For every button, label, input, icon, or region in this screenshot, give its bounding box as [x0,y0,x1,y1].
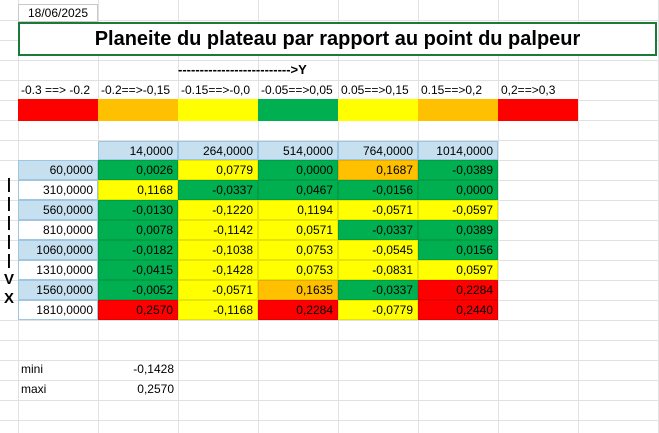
flatness-value-cell[interactable]: 0,2284 [418,280,498,300]
flatness-value-cell[interactable]: 0,0571 [258,220,338,240]
gridline-horizontal [0,360,659,361]
flatness-value-cell[interactable]: -0,1038 [178,240,258,260]
flatness-value-cell[interactable]: 0,0000 [418,180,498,200]
flatness-value-cell[interactable]: -0,0597 [418,200,498,220]
flatness-value-cell[interactable]: -0,0337 [338,220,418,240]
maxi-label[interactable]: maxi [21,382,47,396]
row-header-x[interactable]: 810,0000 [18,220,98,240]
legend-range-label[interactable]: 0,2==>0,3 [501,82,556,97]
flatness-value-cell[interactable]: -0,0415 [98,260,178,280]
x-axis-arrow-glyph: | [6,251,12,269]
mini-label[interactable]: mini [21,362,44,376]
sheet-title[interactable]: Planeite du plateau par rapport au point… [18,22,657,56]
row-header-x[interactable]: 1560,0000 [18,280,98,300]
column-header-y[interactable]: 514,0000 [258,141,338,160]
mini-value[interactable]: -0,1428 [133,362,174,376]
flatness-value-cell[interactable]: -0,0182 [98,240,178,260]
flatness-value-cell[interactable]: 0,1635 [258,280,338,300]
maxi-value[interactable]: 0,2570 [137,382,174,396]
date-cell[interactable]: 18/06/2025 [18,4,98,22]
flatness-value-cell[interactable]: 0,2570 [98,300,178,320]
flatness-value-cell[interactable]: -0,1220 [178,200,258,220]
legend-color-swatch[interactable] [18,99,98,121]
legend-color-swatch[interactable] [98,99,178,121]
flatness-value-cell[interactable]: -0,0337 [178,180,258,200]
flatness-value-cell[interactable]: -0,0130 [98,200,178,220]
flatness-value-cell[interactable]: -0,1428 [178,260,258,280]
gridline-vertical [578,0,579,433]
flatness-value-cell[interactable]: -0,0545 [338,240,418,260]
y-axis-label[interactable]: -------------------------->Y [178,61,307,77]
row-header-x[interactable]: 1310,0000 [18,260,98,280]
flatness-value-cell[interactable]: 0,1687 [338,160,418,180]
column-header-y[interactable]: 264,0000 [178,141,258,160]
legend-color-swatch[interactable] [178,99,258,121]
legend-range-label[interactable]: -0.05==>0,05 [261,82,333,97]
x-axis-arrow-glyph: X [3,289,14,307]
flatness-value-cell[interactable]: 0,2440 [418,300,498,320]
flatness-value-cell[interactable]: 0,0000 [258,160,338,180]
gridline-vertical [498,0,499,433]
column-header-y[interactable]: 1014,0000 [418,141,498,160]
legend-color-swatch[interactable] [498,99,578,121]
flatness-value-cell[interactable]: 0,1168 [98,180,178,200]
flatness-value-cell[interactable]: 0,0753 [258,240,338,260]
row-header-x[interactable]: 60,0000 [18,160,98,180]
gridline-horizontal [0,380,659,381]
flatness-value-cell[interactable]: 0,1194 [258,200,338,220]
x-axis-arrow-glyph: | [6,194,12,212]
flatness-value-cell[interactable]: 0,0026 [98,160,178,180]
flatness-value-cell[interactable]: 0,0779 [178,160,258,180]
flatness-value-cell[interactable]: -0,0779 [338,300,418,320]
legend-color-swatch[interactable] [418,99,498,121]
flatness-value-cell[interactable]: -0,0571 [338,200,418,220]
legend-color-swatch[interactable] [338,99,418,121]
legend-range-label[interactable]: -0.15==>-0,0 [181,82,251,97]
flatness-value-cell[interactable]: 0,0753 [258,260,338,280]
flatness-value-cell[interactable]: 0,0078 [98,220,178,240]
x-axis-arrow-glyph: V [3,270,14,288]
row-header-x[interactable]: 310,0000 [18,180,98,200]
flatness-value-cell[interactable]: 0,0467 [258,180,338,200]
column-header-y[interactable]: 764,0000 [338,141,418,160]
flatness-value-cell[interactable]: -0,0571 [178,280,258,300]
legend-range-label[interactable]: 0.15==>0,2 [421,82,483,97]
flatness-value-cell[interactable]: -0,0156 [338,180,418,200]
flatness-value-cell[interactable]: -0,0052 [98,280,178,300]
column-header-y[interactable]: 14,0000 [98,141,178,160]
row-header-x[interactable]: 1060,0000 [18,240,98,260]
row-header-x[interactable]: 560,0000 [18,200,98,220]
flatness-value-cell[interactable]: 0,0597 [418,260,498,280]
x-axis-arrow-glyph: | [6,213,12,231]
legend-color-swatch[interactable] [258,99,338,121]
gridline-horizontal [0,320,659,321]
legend-range-label[interactable]: -0.2==>-0,15 [101,82,171,97]
legend-range-label[interactable]: 0.05==>0,15 [341,82,409,97]
flatness-value-cell[interactable]: 0,0389 [418,220,498,240]
flatness-value-cell[interactable]: 0,2284 [258,300,338,320]
flatness-value-cell[interactable]: -0,0831 [338,260,418,280]
gridline-horizontal [0,420,659,421]
flatness-value-cell[interactable]: -0,1168 [178,300,258,320]
gridline-horizontal [0,400,659,401]
gridline-horizontal [0,340,659,341]
row-header-x[interactable]: 1810,0000 [18,300,98,320]
x-axis-arrow-glyph: | [6,175,12,193]
legend-range-label[interactable]: -0.3 ==> -0.2 [21,82,91,97]
gridline-horizontal [0,20,659,21]
flatness-value-cell[interactable]: -0,1142 [178,220,258,240]
x-axis-arrow-glyph: | [6,232,12,250]
flatness-value-cell[interactable]: 0,0156 [418,240,498,260]
flatness-value-cell[interactable]: -0,0389 [418,160,498,180]
flatness-value-cell[interactable]: -0,0337 [338,280,418,300]
